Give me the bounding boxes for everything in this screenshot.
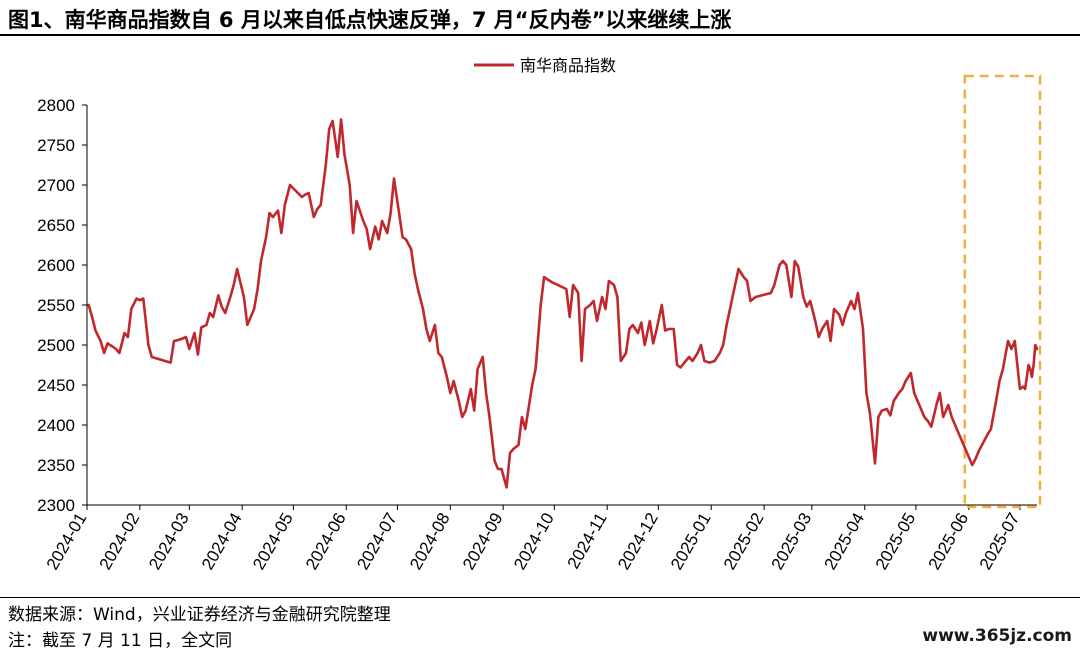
y-axis-ticks: 2300 2350 2400 2450 2500 2550 2600 2650 2700 2750… [37,96,87,515]
y-tick-label: 2400 [37,416,75,435]
y-tick-label: 2600 [37,256,75,275]
y-tick-label: 2700 [37,176,75,195]
x-tick-label: 2025-01 [667,510,715,574]
x-tick-label: 2024-07 [353,510,401,574]
watermark: www.365jz.com [922,626,1072,646]
highlight-box [963,74,1042,509]
line-chart: 2300 2350 2400 2450 2500 2550 2600 2650 2700 2750… [37,56,1042,574]
x-tick-label: 2024-12 [614,510,662,574]
x-tick-label: 2025-02 [720,510,768,574]
y-tick-label: 2800 [37,96,75,115]
legend-label: 南华商品指数 [520,56,616,75]
x-tick-label: 2025-05 [872,510,920,574]
x-tick-label: 2024-06 [302,510,350,574]
y-tick-label: 2650 [37,216,75,235]
x-tick-label: 2024-03 [145,510,193,574]
series-layer [87,118,1039,489]
y-tick-label: 2450 [37,376,75,395]
footer-rule [0,597,1080,598]
figure-title: 图1、南华商品指数自 6 月以来自低点快速反弹，7 月“反内卷”以来继续上涨 [8,8,732,32]
y-tick-label: 2500 [37,336,75,355]
data-source: 数据来源：Wind，兴业证券经济与金融研究院整理 [8,605,391,625]
y-tick-label: 2750 [37,136,75,155]
x-tick-label: 2024-11 [564,510,611,572]
x-tick-label: 2025-06 [925,509,973,573]
footnote: 注：截至 7 月 11 日，全文同 [8,631,233,651]
x-axis-ticks: 2024-01 2024-02 2024-03 2024-04 2024-05 2024-… [43,505,1024,574]
legend: 南华商品指数 [474,56,616,75]
x-tick-label: 2024-08 [406,510,454,574]
y-tick-label: 2300 [37,496,75,515]
highlight-region [963,74,1042,509]
chart-axes [86,105,1037,506]
y-tick-label: 2350 [37,456,75,475]
x-tick-label: 2024-04 [198,510,246,574]
x-tick-label: 2025-04 [821,510,869,574]
x-tick-label: 2024-01 [43,510,91,574]
title-rule [0,34,1080,36]
x-tick-label: 2024-10 [510,510,558,574]
x-tick-label: 2024-02 [96,510,144,574]
y-tick-label: 2550 [37,296,75,315]
x-tick-label: 2025-07 [976,510,1024,574]
x-tick-label: 2024-05 [249,510,297,574]
x-tick-label: 2025-03 [768,510,816,574]
x-tick-label: 2024-09 [459,509,507,573]
series-line [87,118,1039,489]
